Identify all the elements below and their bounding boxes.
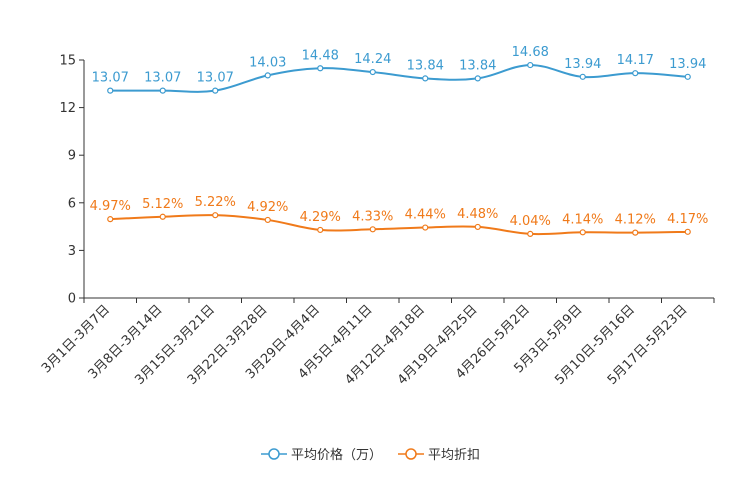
data-label: 14.68 [512,45,549,60]
data-label: 4.97% [90,199,131,214]
data-label: 4.44% [405,208,446,223]
data-label: 4.29% [300,210,341,225]
data-label: 4.92% [247,200,288,215]
legend-label-price: 平均价格（万） [291,447,382,463]
data-point [317,65,324,72]
data-label: 4.04% [510,214,551,229]
data-label: 13.07 [92,71,129,86]
y-tick-label: 15 [59,54,76,69]
data-label: 14.17 [617,53,654,68]
data-point [212,87,219,94]
legend-circle-icon [405,448,417,460]
data-label: 4.12% [615,213,656,228]
series-1: 4.97% 5.12% 5.22% 4.92% 4.29% 4.33% 4.44% 4.48%… [90,195,708,237]
legend-item-price[interactable]: 平均价格（万） [261,447,382,463]
data-point [422,224,429,231]
data-label: 14.48 [302,48,339,63]
legend-item-discount[interactable]: 平均折扣 [398,448,480,463]
data-point [212,212,219,219]
data-label: 4.14% [562,212,603,227]
data-point [422,75,429,82]
data-point [369,226,376,233]
axes [83,60,714,299]
data-label: 13.07 [144,71,181,86]
data-label: 14.24 [354,52,391,67]
series-layer: 13.07 13.07 13.07 14.03 14.48 14.24 13.84 13.84… [90,45,708,237]
data-label: 5.12% [142,197,183,212]
data-label: 4.48% [457,207,498,222]
data-label: 13.84 [407,58,444,73]
data-point [579,229,586,236]
data-point [474,75,481,82]
data-label: 13.84 [459,58,496,73]
legend-circle-icon [268,448,280,460]
data-point [264,216,271,224]
data-label: 4.17% [667,212,708,227]
data-point [579,73,586,80]
series-line [110,64,688,93]
data-point [159,213,166,220]
data-point [107,87,114,94]
data-point [684,73,691,80]
data-label: 5.22% [195,195,236,210]
y-tick-label: 9 [68,149,76,164]
data-point [632,229,639,236]
data-point [474,223,481,231]
data-point [527,230,534,237]
data-label: 13.94 [564,57,601,72]
data-point [107,216,114,223]
series-0: 13.07 13.07 13.07 14.03 14.48 14.24 13.84 13.84… [92,45,706,94]
data-label: 14.03 [249,55,286,70]
data-point [632,70,639,77]
y-tick-label: 12 [59,101,76,116]
data-point [317,226,324,234]
y-tick-label: 3 [68,244,76,259]
data-point [527,61,534,69]
data-point [264,72,271,79]
data-label: 4.33% [352,209,393,224]
data-point [684,228,691,235]
data-label: 13.07 [197,71,234,86]
x-axis-ticks: 3月1日-3月7日3月8日-3月14日3月15日-3月21日3月22日-3月28… [39,298,715,388]
y-tick-label: 6 [68,196,76,211]
legend-label-discount: 平均折扣 [428,448,480,463]
y-axis-ticks: 0 3 6 9 12 15 [59,54,84,307]
data-point [159,87,166,94]
y-tick-label: 0 [68,292,76,307]
legend[interactable]: 平均价格（万） 平均折扣 [261,447,480,463]
data-point [369,68,376,76]
data-label: 13.94 [669,57,706,72]
series-line [110,214,688,236]
